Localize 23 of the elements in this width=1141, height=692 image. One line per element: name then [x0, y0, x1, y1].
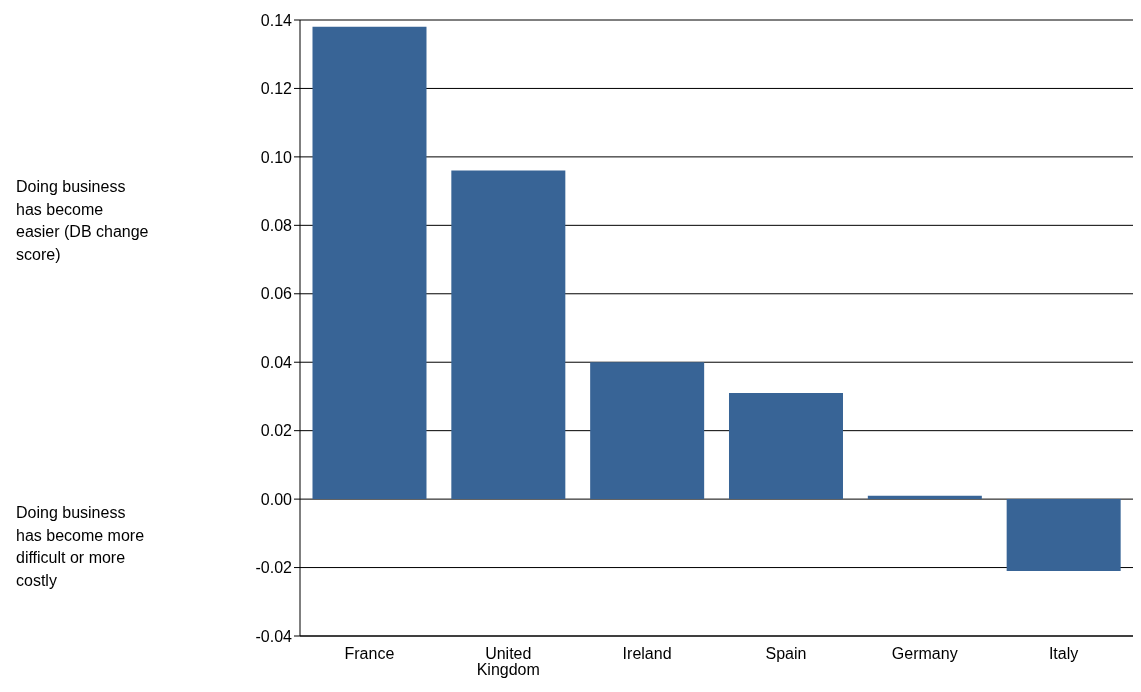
x-tick-label: Ireland	[622, 645, 672, 663]
x-tick-label: Italy	[1048, 645, 1079, 663]
bar	[1006, 499, 1121, 571]
bar	[590, 362, 705, 500]
y-tick-label: 0.08	[260, 217, 293, 235]
y-tick-label: 0.04	[260, 353, 293, 371]
y-tick-label: 0.06	[260, 285, 293, 303]
y-tick-label: 0.14	[260, 11, 293, 29]
y-tick-label: 0.00	[260, 490, 293, 508]
x-tick-label: France	[344, 645, 395, 663]
bar	[729, 393, 843, 500]
bar	[312, 26, 427, 500]
x-tick-label: United Kingdom	[476, 645, 540, 679]
y-tick-label: -0.04	[255, 627, 293, 645]
bar	[451, 170, 566, 500]
y-tick-label: 0.02	[260, 422, 293, 440]
x-tick-label: Germany	[891, 645, 958, 663]
text: Doing business has become easier (DB change score)	[16, 177, 150, 265]
text: Doing business has become more difficult or more costly	[16, 503, 146, 591]
y-tick-label: 0.10	[260, 148, 293, 166]
x-tick-label: Spain	[765, 645, 807, 663]
y-tick-label: 0.12	[260, 80, 293, 98]
y-tick-label: -0.02	[255, 559, 293, 577]
